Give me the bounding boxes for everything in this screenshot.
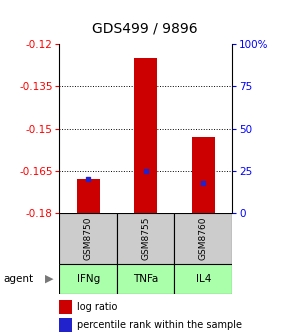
Text: GSM8750: GSM8750 bbox=[84, 217, 93, 260]
Text: ▶: ▶ bbox=[45, 274, 54, 284]
Bar bbox=[77, 179, 100, 213]
Bar bbox=[175, 264, 232, 294]
Bar bbox=[59, 319, 72, 333]
Text: agent: agent bbox=[3, 274, 33, 284]
Bar bbox=[134, 58, 157, 213]
Text: GSM8760: GSM8760 bbox=[199, 217, 208, 260]
Bar bbox=[175, 213, 232, 264]
Text: TNFa: TNFa bbox=[133, 274, 158, 284]
Bar bbox=[59, 264, 117, 294]
Text: percentile rank within the sample: percentile rank within the sample bbox=[77, 321, 242, 330]
Text: GSM8755: GSM8755 bbox=[141, 217, 150, 260]
Bar bbox=[192, 137, 215, 213]
Text: GDS499 / 9896: GDS499 / 9896 bbox=[92, 22, 198, 36]
Text: IFNg: IFNg bbox=[77, 274, 100, 284]
Text: log ratio: log ratio bbox=[77, 302, 117, 312]
Bar bbox=[117, 264, 175, 294]
Bar bbox=[59, 213, 117, 264]
Bar bbox=[59, 300, 72, 314]
Bar bbox=[117, 213, 175, 264]
Text: IL4: IL4 bbox=[195, 274, 211, 284]
